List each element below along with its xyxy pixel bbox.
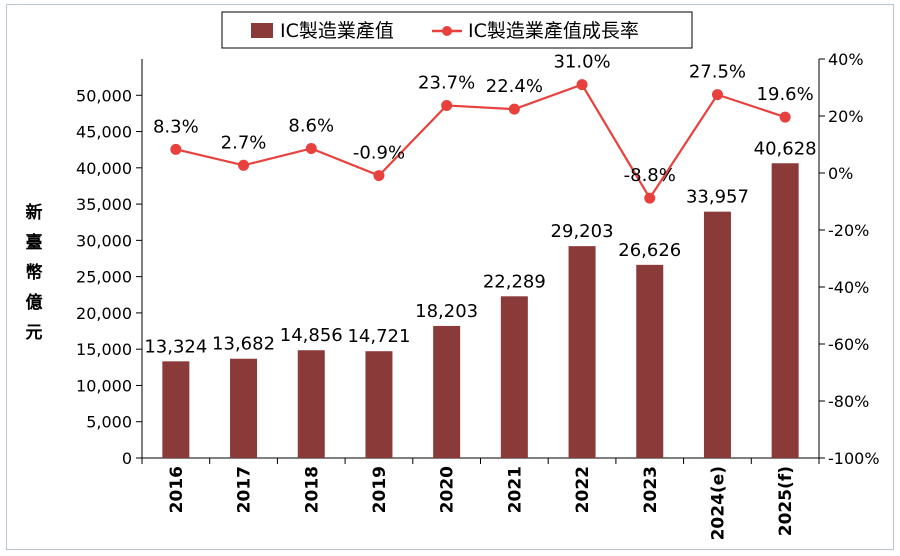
- growth-point: [508, 103, 520, 115]
- y-axis-title: 新臺幣億元: [26, 202, 43, 343]
- y-left-tick-label: 10,000: [76, 376, 132, 395]
- y-axis-title-char: 新: [26, 202, 43, 223]
- y-right-tick-label: 0%: [828, 164, 853, 183]
- bar: [297, 350, 325, 458]
- legend-line-label: IC製造業產值成長率: [468, 20, 639, 42]
- x-tick-label: 2024(e): [708, 466, 728, 540]
- growth-point: [644, 192, 656, 204]
- y-right-tick-label: -100%: [828, 449, 880, 468]
- bar-value-label: 40,628: [754, 138, 817, 159]
- growth-value-label: 19.6%: [757, 84, 814, 105]
- legend-bar-label: IC製造業產值: [280, 20, 394, 42]
- growth-point: [305, 142, 317, 154]
- y-right-tick-label: -40%: [828, 278, 869, 297]
- y-left-tick-label: 40,000: [76, 159, 132, 178]
- bar: [162, 361, 190, 458]
- legend-box: [221, 11, 693, 49]
- growth-value-label: 8.6%: [288, 115, 334, 136]
- bar: [771, 163, 799, 458]
- growth-line: [175, 83, 786, 201]
- bar-value-label: 22,289: [483, 271, 546, 292]
- y-right-tick-label: -20%: [828, 221, 869, 240]
- bar-value-label: 26,626: [618, 240, 681, 261]
- y-left-tick-label: 20,000: [76, 304, 132, 323]
- x-tick-label: 2017: [235, 466, 255, 513]
- bar-value-label: 33,957: [686, 187, 749, 208]
- bar-value-label: 18,203: [415, 301, 478, 322]
- growth-value-label: 27.5%: [689, 62, 746, 83]
- y-left-tick-label: 15,000: [76, 340, 132, 359]
- bar: [568, 246, 596, 458]
- growth-point: [441, 99, 453, 111]
- bar: [500, 296, 528, 458]
- y-left-tick-label: 0: [122, 449, 132, 468]
- y-right-tick-label: 20%: [828, 107, 864, 126]
- bar-value-label: 13,682: [212, 334, 275, 355]
- y-left-tick-label: 50,000: [76, 86, 132, 105]
- bar: [636, 264, 664, 458]
- growth-point: [779, 111, 791, 123]
- x-tick-label: 2021: [505, 466, 525, 513]
- legend: IC製造業產值 IC製造業產值成長率: [221, 11, 693, 49]
- line-series: [170, 79, 791, 204]
- y-axis-title-char: 億: [26, 292, 43, 313]
- y-axis-title-char: 元: [26, 323, 43, 343]
- growth-value-label: -0.9%: [353, 143, 405, 164]
- legend-bar-swatch: [251, 23, 273, 38]
- bar-value-label: 14,856: [280, 325, 343, 346]
- chart-frame: [6, 4, 894, 550]
- y-axis-title-char: 臺: [26, 232, 43, 253]
- bar-value-label: 14,721: [347, 326, 410, 347]
- growth-value-label: 31.0%: [553, 52, 610, 73]
- growth-value-label: 23.7%: [418, 72, 475, 93]
- axes: 0 5,000 10,000 15,000 20,000 25,000 30,000 35,0…: [76, 50, 880, 540]
- growth-point: [373, 170, 385, 182]
- bar-value-label: 13,324: [144, 336, 207, 357]
- y-right-tick-label: -80%: [828, 392, 869, 411]
- growth-value-label: 8.3%: [153, 116, 199, 137]
- bar: [433, 325, 461, 458]
- bar: [365, 351, 393, 458]
- x-tick-label: 2019: [370, 466, 390, 513]
- y-left-tick-label: 25,000: [76, 268, 132, 287]
- growth-value-label: 2.7%: [221, 132, 267, 153]
- x-tick-label: 2020: [438, 466, 458, 513]
- x-tick-label: 2023: [641, 466, 661, 513]
- growth-point: [170, 143, 182, 155]
- y-right-tick-label: -60%: [828, 335, 869, 354]
- x-tick-label: 2016: [167, 466, 187, 513]
- y-left-tick-label: 30,000: [76, 231, 132, 250]
- growth-value-label: 22.4%: [486, 76, 543, 97]
- bar: [703, 211, 731, 458]
- y-right-tick-label: 40%: [828, 50, 864, 69]
- y-left-tick-label: 35,000: [76, 195, 132, 214]
- bar: [230, 358, 258, 458]
- growth-point: [576, 79, 588, 91]
- legend-line-marker: [442, 26, 452, 36]
- x-tick-label: 2022: [573, 466, 593, 513]
- bar-series: [162, 163, 799, 458]
- x-tick-label: 2018: [302, 466, 322, 513]
- y-axis-title-char: 幣: [26, 262, 43, 283]
- y-left-tick-label: 45,000: [76, 123, 132, 142]
- growth-point: [238, 159, 250, 171]
- x-tick-label: 2025(f): [776, 466, 796, 536]
- bar-value-label: 29,203: [551, 221, 614, 242]
- y-left-tick-label: 5,000: [86, 413, 132, 432]
- growth-value-label: -8.8%: [624, 165, 676, 186]
- growth-point: [711, 89, 723, 101]
